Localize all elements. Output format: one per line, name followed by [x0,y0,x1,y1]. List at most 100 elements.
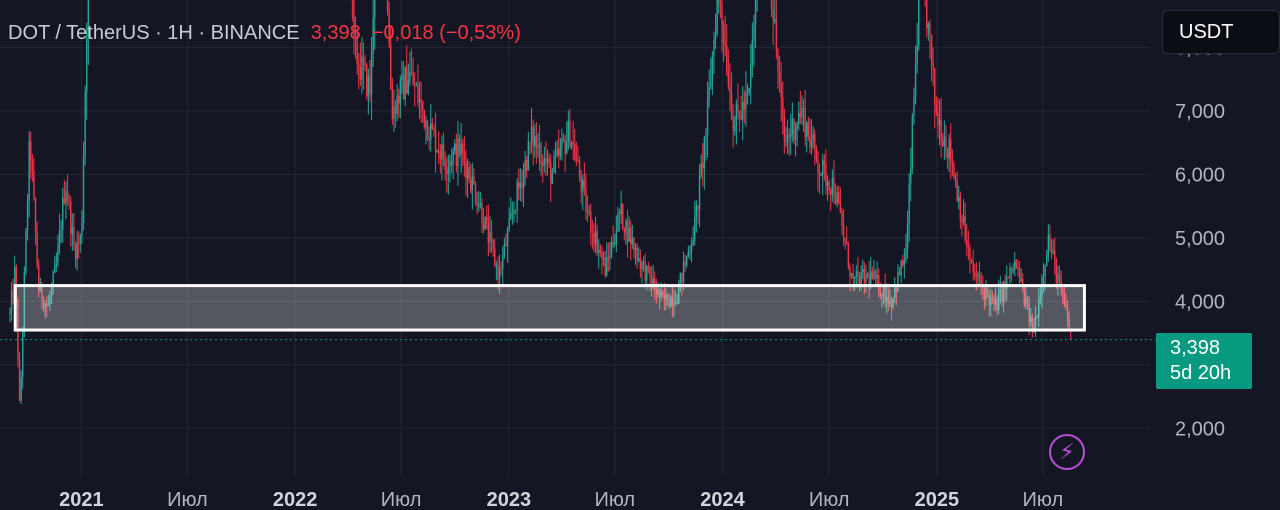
candle-body [871,271,874,280]
candle-body [39,283,42,292]
candle-body [548,158,550,163]
x-tick-label: Июл [809,489,850,510]
candle-body [662,291,664,296]
candle-body [1010,267,1013,271]
candle-body [668,304,670,308]
candle-body [828,181,830,191]
candle-body [535,136,538,148]
candle-body [394,106,397,114]
candle-body [439,153,442,160]
candle-body [660,291,662,298]
candle-body [473,176,475,185]
candle-body [546,158,549,163]
candle-body [52,272,54,287]
candle-body [700,163,702,175]
candle-body [962,215,965,223]
x-tick-label: 2024 [700,489,745,510]
candle-body [982,286,984,289]
candle-body [754,0,757,25]
candle-body [903,259,906,266]
candle-body [561,138,563,148]
candle-body [687,251,690,256]
candle-body [63,198,66,204]
candle-body [665,293,667,300]
candle-body [497,265,499,280]
candle-body [444,160,446,171]
candle-body [791,118,794,135]
candle-body [599,249,602,253]
candle-body [812,134,814,141]
candle-body [1026,298,1029,302]
candle-body [679,273,682,286]
candle-body [590,211,592,233]
y-tick-label: 6,000 [1175,165,1225,187]
candle-body [513,210,515,214]
candle-body [553,156,555,173]
x-tick-label: Июл [381,489,422,510]
candle-body [642,261,645,263]
candle-body [604,257,606,276]
candle-body [694,218,696,241]
candle-body [33,171,35,199]
candle-body [388,12,390,44]
x-tick-label: Июл [1023,489,1064,510]
candle-body [1014,260,1016,271]
candle-body [905,248,907,260]
candle-body [612,241,614,245]
candle-body [751,40,754,64]
candle-body [68,201,70,203]
candle-body [983,288,986,300]
candle-body [566,140,568,154]
candle-body [882,285,885,296]
candle-body [1023,289,1026,306]
candle-body [737,103,739,111]
candle-body [1060,278,1062,289]
candle-body [735,103,738,126]
candle-body [857,271,859,277]
candle-body [498,268,501,280]
candle-body [361,56,363,80]
candle-body [1017,267,1019,269]
candle-body [415,85,418,87]
candle-body [540,162,542,164]
candle-body [918,0,920,47]
candle-body [479,203,482,206]
candle-body [994,299,997,305]
candle-body [750,63,752,89]
candle-body [980,279,982,287]
candle-body [596,231,598,253]
candle-body [422,101,424,111]
lightning-bolt-icon[interactable]: ⚡︎ [1049,434,1085,470]
candle-body [692,240,694,246]
candle-body [847,243,850,268]
candle-body [946,151,949,159]
candle-body [836,192,838,203]
candle-body [22,331,24,378]
candle-body [1050,249,1053,253]
candle-body [938,120,941,126]
candle-body [81,222,83,236]
candle-body [897,272,899,292]
candle-body [902,260,904,266]
candle-body [398,96,400,104]
candle-body [887,297,890,305]
candle-body [730,92,733,119]
candle-body [708,86,710,100]
candle-body [974,271,976,277]
candle-body [543,158,546,166]
candlestick-series [9,0,1072,405]
candle-body [657,288,659,295]
candle-body [796,124,798,129]
candle-body [967,246,970,248]
candle-body [622,204,624,230]
time-axis[interactable]: 2021 Июл 2022 Июл 2023 Июл 2024 Июл 2025 Июл [59,489,1063,510]
candle-body [647,265,650,267]
candle-body [823,160,826,164]
candle-body [462,143,464,153]
candle-body [860,271,862,288]
support-zone-box[interactable] [13,284,1086,332]
candle-body [420,99,422,102]
candle-body [742,102,744,120]
currency-button[interactable]: USDT [1162,10,1280,54]
